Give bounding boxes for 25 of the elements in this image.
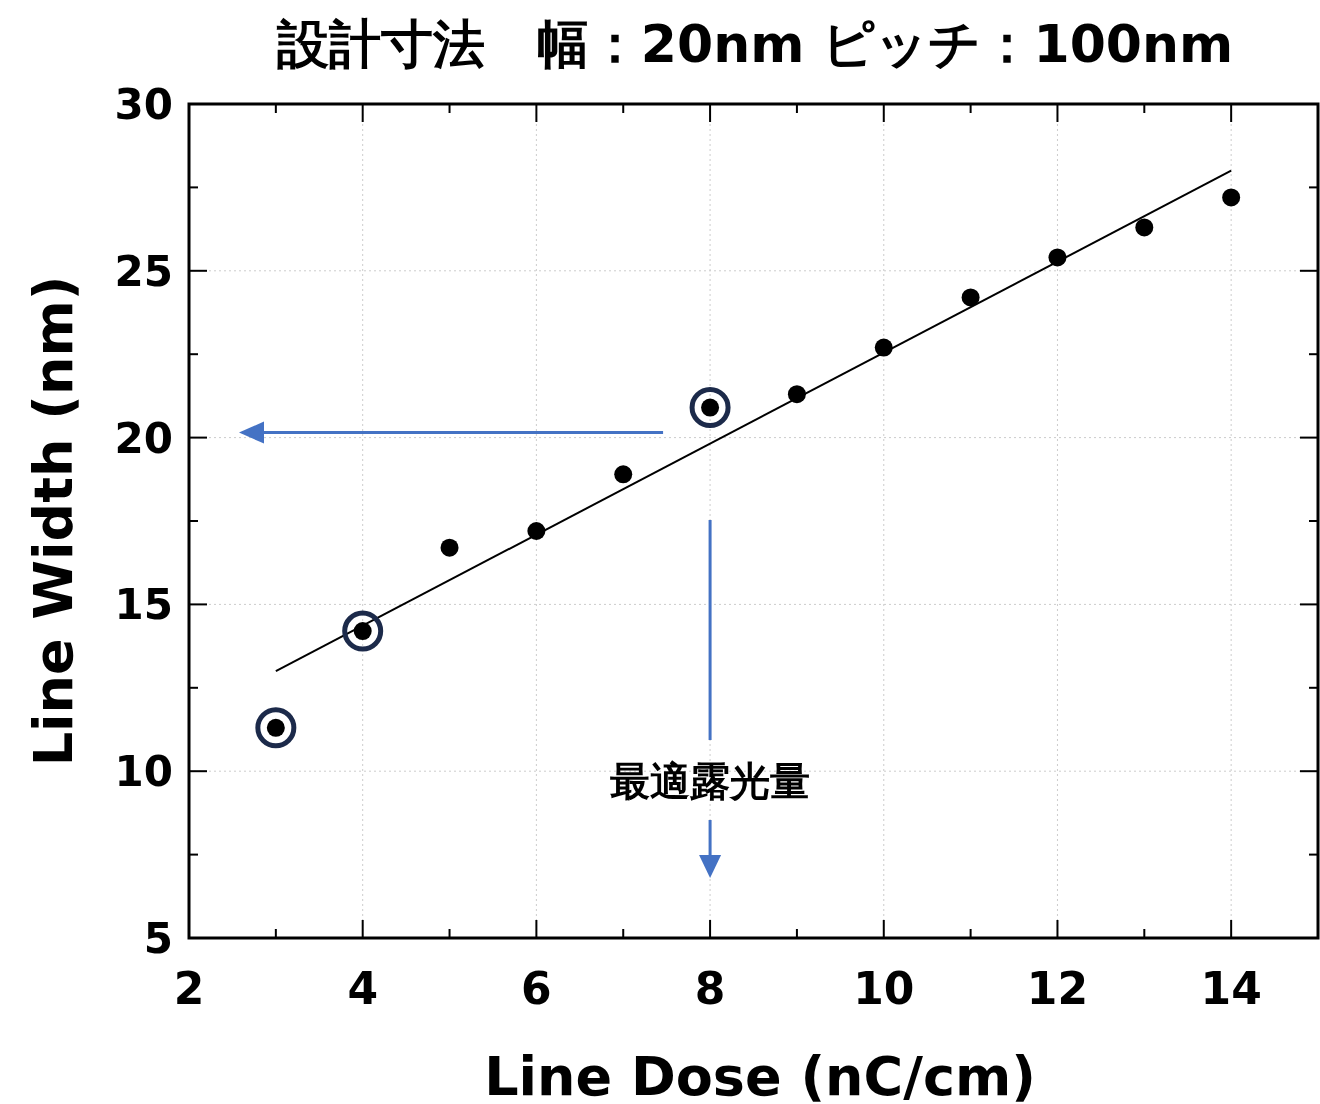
y-axis-title: Line Width (nm)	[22, 275, 85, 767]
x-axis-title: Line Dose (nC/cm)	[484, 1045, 1036, 1104]
point	[342, 610, 384, 652]
x-tick-label: 4	[347, 963, 378, 1014]
x-tick-label: 6	[521, 963, 552, 1014]
x-tick-label: 8	[694, 963, 726, 1014]
x-tick-label: 14	[1200, 963, 1262, 1014]
y-tick-label: 25	[114, 246, 173, 296]
y-tick-label: 5	[143, 914, 173, 963]
x-tick-label: 10	[853, 963, 915, 1014]
y-tick-label: 15	[114, 580, 173, 630]
y-tick-label: 10	[114, 747, 173, 797]
x-tick-label: 12	[1026, 963, 1089, 1014]
point	[689, 387, 731, 429]
point	[440, 538, 459, 557]
y-tick-label: 20	[114, 413, 173, 463]
x-tick-label: 2	[173, 963, 205, 1014]
point	[614, 465, 633, 484]
annotation: 最適露光量	[610, 758, 811, 804]
point	[1135, 218, 1154, 237]
point	[961, 288, 980, 307]
chart-title: 設計寸法 幅：20nm ピッチ：100nm	[275, 14, 1234, 74]
y-tick-label: 30	[114, 80, 173, 129]
point	[255, 707, 297, 749]
point	[1222, 188, 1241, 207]
